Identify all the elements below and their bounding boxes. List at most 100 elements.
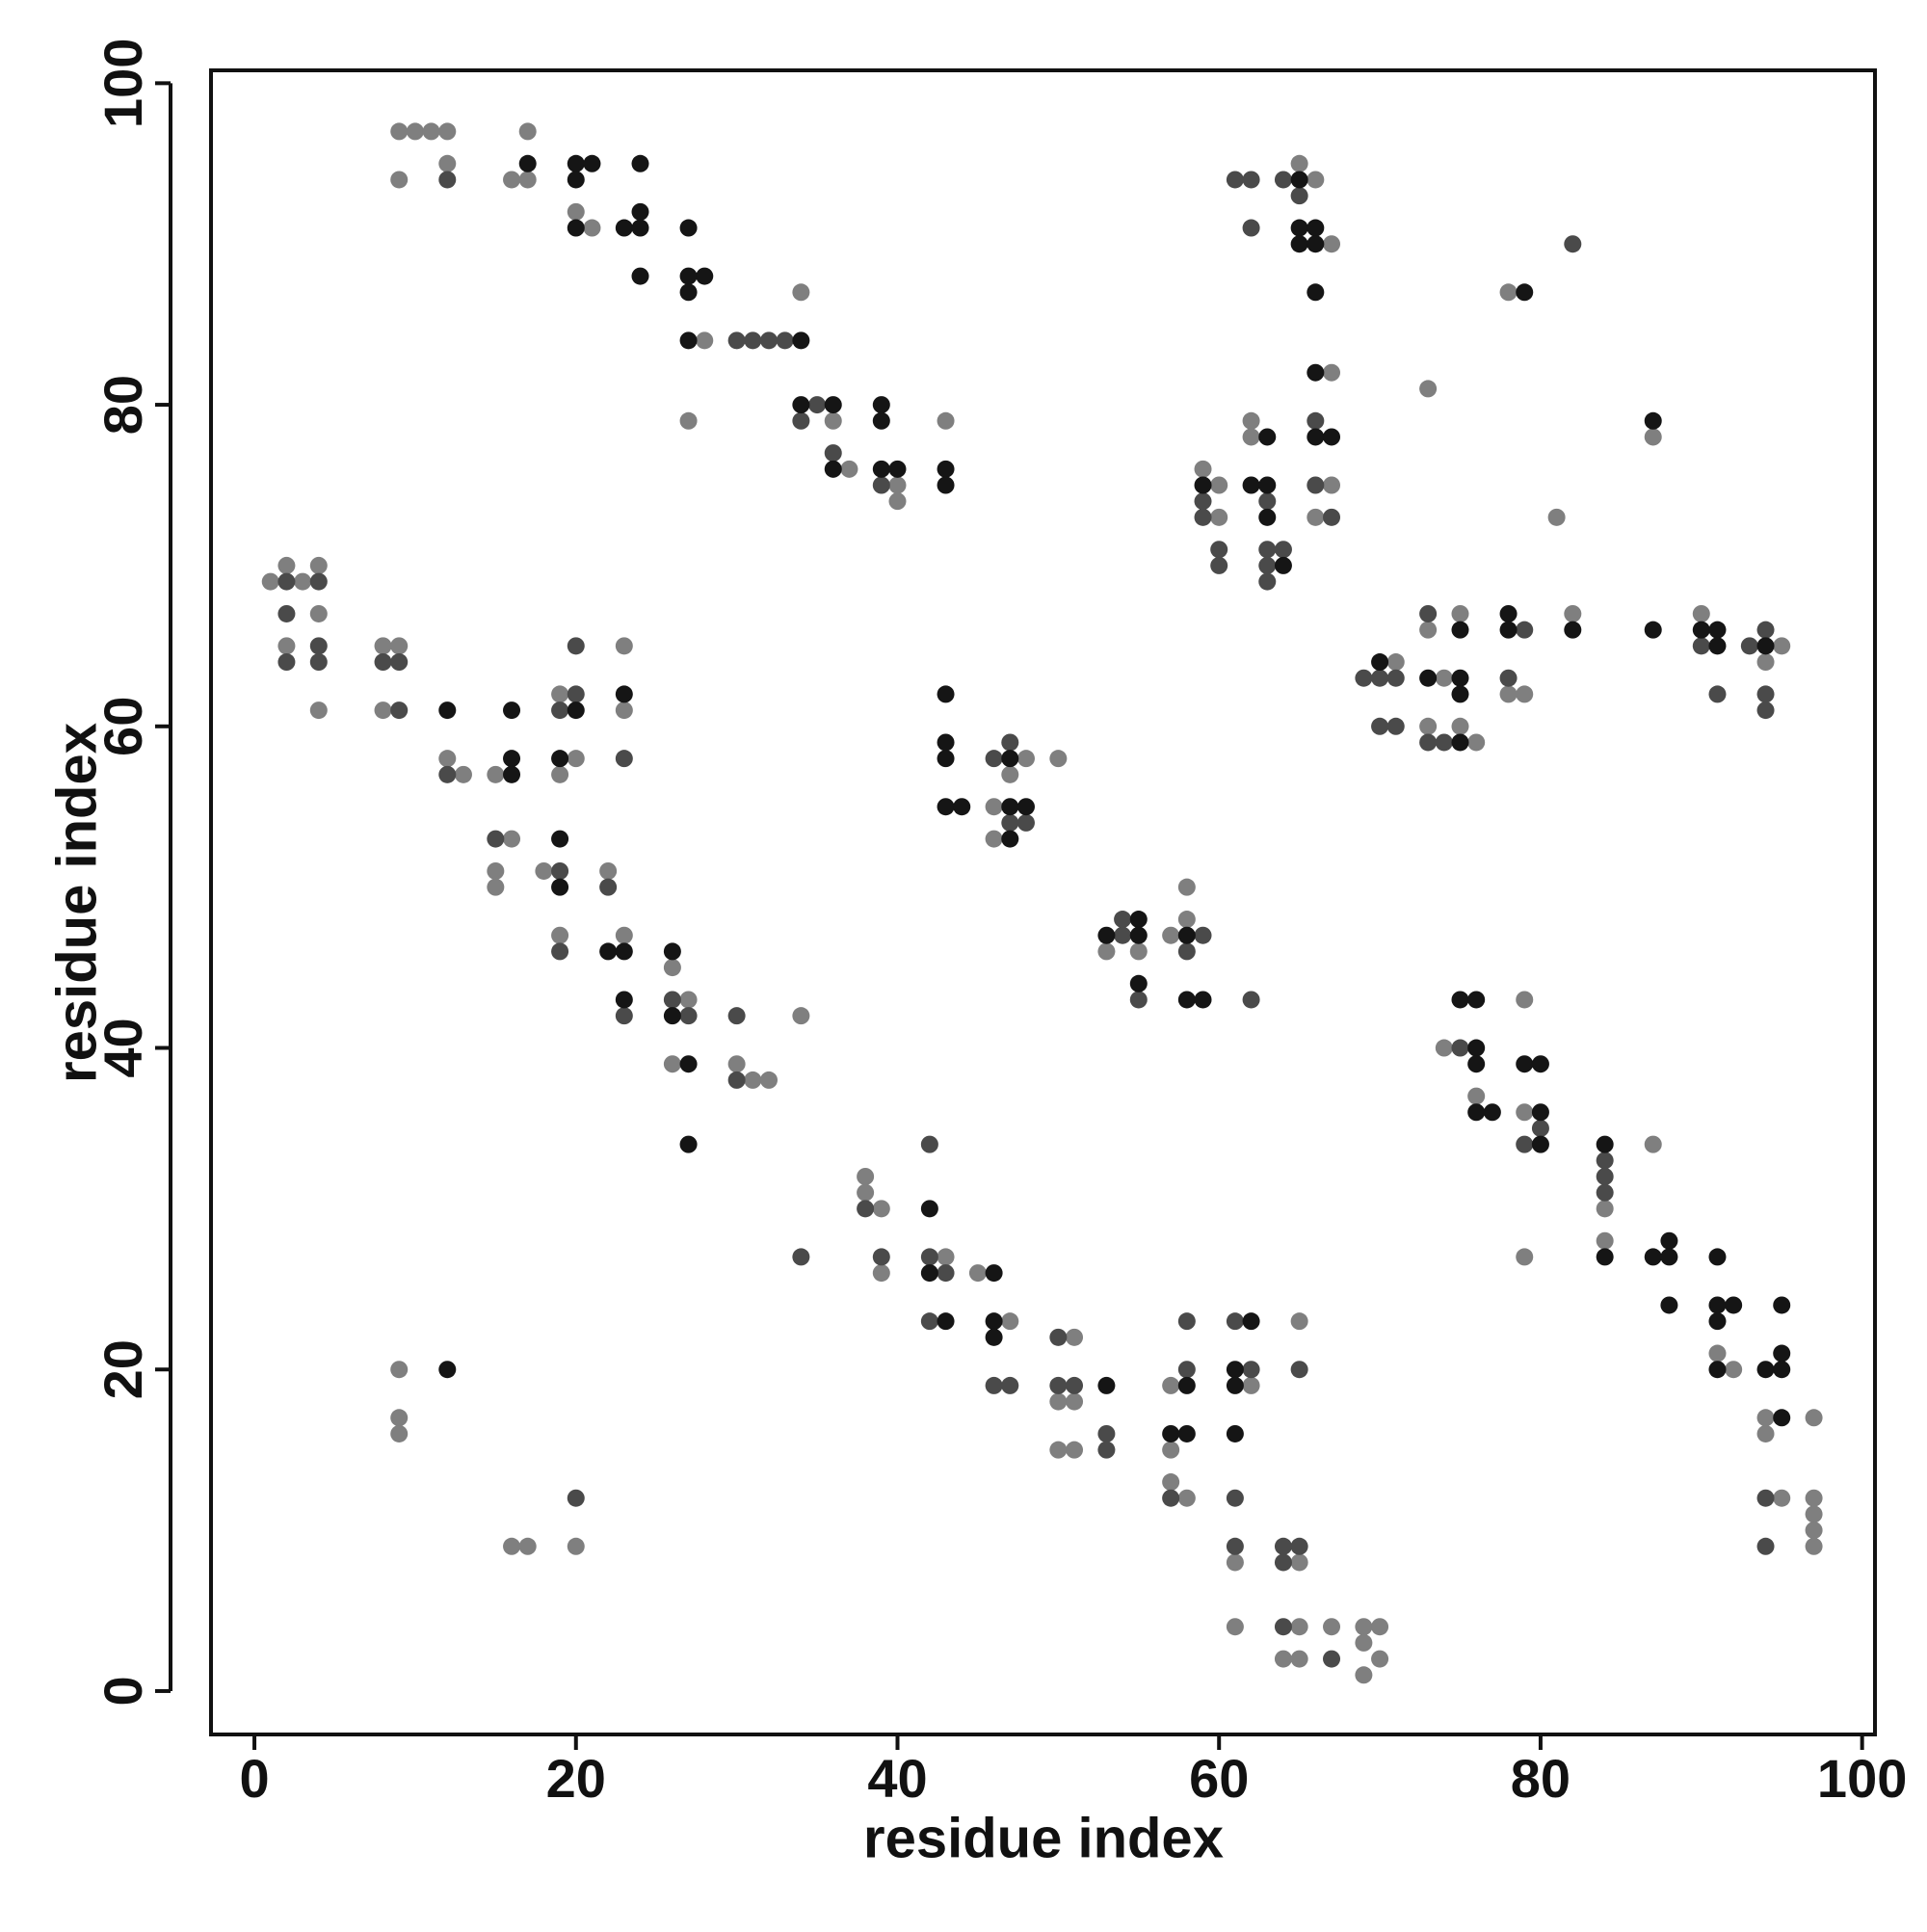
contact-point <box>309 637 328 655</box>
contact-point <box>1756 1361 1775 1379</box>
contact-point <box>1756 621 1775 639</box>
contact-point <box>872 396 890 414</box>
contact-point <box>1596 1183 1614 1202</box>
contact-point <box>1114 911 1132 929</box>
contact-point <box>1756 685 1775 703</box>
contact-point <box>1001 733 1019 752</box>
contact-point <box>503 701 521 720</box>
contact-point <box>937 798 955 816</box>
contact-point <box>631 202 649 221</box>
contact-point <box>679 267 698 285</box>
contact-point <box>1805 1489 1823 1507</box>
contact-point <box>1194 508 1212 526</box>
contact-point <box>824 444 842 463</box>
contact-point <box>1307 171 1325 189</box>
contact-point <box>518 171 537 189</box>
contact-point <box>567 171 585 189</box>
contact-point <box>920 1264 938 1283</box>
contact-point <box>663 1007 681 1025</box>
contact-point <box>1162 1473 1180 1492</box>
contact-point <box>1564 604 1582 622</box>
contact-point <box>985 1328 1003 1346</box>
contact-point <box>1210 508 1228 526</box>
contact-point <box>727 1007 746 1025</box>
contact-point <box>503 750 521 768</box>
contact-point <box>551 878 569 896</box>
contact-point <box>503 765 521 783</box>
x-tick-label: 80 <box>1511 1748 1571 1809</box>
contact-point <box>792 283 810 302</box>
contact-point <box>727 1071 746 1089</box>
contact-point <box>1756 701 1775 720</box>
contact-point <box>1435 1039 1453 1057</box>
contact-point <box>792 411 810 430</box>
contact-point <box>1467 1039 1486 1057</box>
contact-point <box>1049 1441 1068 1459</box>
contact-point <box>1097 942 1116 961</box>
contact-point <box>1226 1489 1244 1507</box>
x-tick-label: 60 <box>1189 1748 1249 1809</box>
contact-point <box>487 765 505 783</box>
contact-point <box>792 331 810 350</box>
contact-point <box>1516 283 1534 302</box>
contact-point <box>1242 411 1260 430</box>
contact-point <box>1451 1039 1469 1057</box>
contact-point <box>438 701 457 720</box>
contact-point <box>1499 669 1518 687</box>
contact-point <box>1049 1328 1068 1346</box>
contact-point <box>663 991 681 1009</box>
contact-point <box>1708 621 1727 639</box>
contact-point <box>583 219 601 237</box>
contact-point <box>294 572 312 591</box>
contact-point <box>615 219 633 237</box>
contact-point <box>309 572 328 591</box>
contact-point <box>1467 1055 1486 1073</box>
contact-point <box>663 942 681 961</box>
contact-point <box>824 411 842 430</box>
contact-point <box>1371 717 1389 735</box>
contact-point <box>503 171 521 189</box>
contact-point <box>1773 1409 1791 1427</box>
contact-point <box>1290 1553 1308 1572</box>
contact-point <box>727 331 746 350</box>
contact-point <box>615 750 633 768</box>
contact-point <box>1162 926 1180 944</box>
contact-point <box>1177 1489 1196 1507</box>
contact-point <box>551 926 569 944</box>
contact-point <box>1419 733 1438 752</box>
contact-point <box>1467 1103 1486 1122</box>
contact-point <box>727 1055 746 1073</box>
x-axis-label: residue index <box>863 1807 1224 1869</box>
contact-point <box>599 942 618 961</box>
contact-point <box>390 1361 409 1379</box>
contact-point <box>744 1071 762 1089</box>
contact-point <box>1531 1055 1549 1073</box>
contact-point <box>615 942 633 961</box>
contact-point <box>309 556 328 574</box>
contact-point <box>551 942 569 961</box>
contact-point <box>390 1409 409 1427</box>
contact-point <box>374 653 392 672</box>
contact-point <box>679 1055 698 1073</box>
contact-point <box>518 122 537 141</box>
contact-point <box>503 830 521 848</box>
contact-point <box>1177 878 1196 896</box>
contact-point <box>1016 750 1035 768</box>
contact-point <box>390 171 409 189</box>
contact-point <box>1451 621 1469 639</box>
contact-point <box>776 331 794 350</box>
contact-point <box>1708 637 1727 655</box>
contact-point <box>937 1264 955 1283</box>
contact-point <box>438 1361 457 1379</box>
x-tick-label: 100 <box>1817 1748 1907 1809</box>
contact-point <box>1773 1361 1791 1379</box>
contact-point <box>1531 1135 1549 1153</box>
contact-point <box>518 154 537 172</box>
contact-point <box>1773 1489 1791 1507</box>
contact-point <box>1194 460 1212 478</box>
contact-point <box>487 861 505 880</box>
contact-point <box>1644 411 1662 430</box>
contact-point <box>1307 428 1325 446</box>
contact-point <box>1307 235 1325 253</box>
contact-point <box>1596 1248 1614 1266</box>
